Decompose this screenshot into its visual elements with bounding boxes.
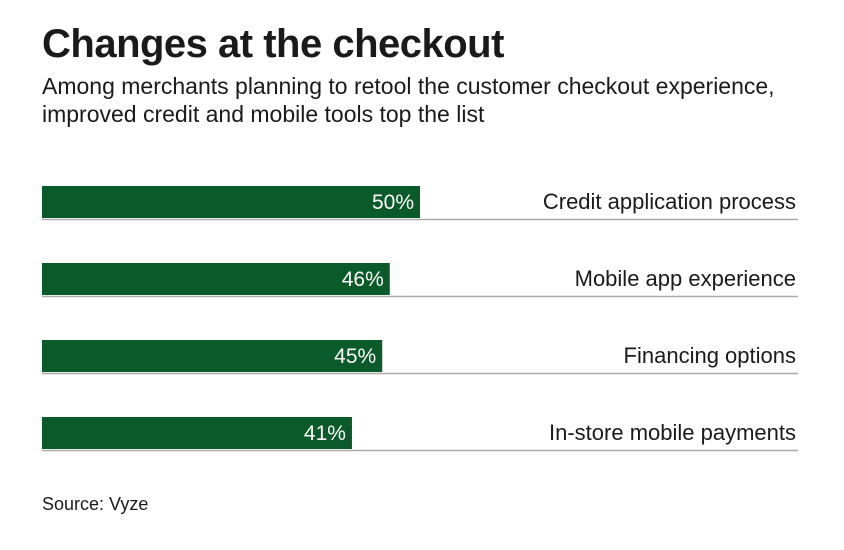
bar-row: 45% Financing options (42, 340, 798, 375)
bar (42, 186, 420, 218)
bar-value-label: 46% (342, 268, 384, 291)
bar-row: 50% Credit application process (42, 186, 798, 221)
bar-row: 41% In-store mobile payments (42, 417, 798, 452)
bar (42, 263, 390, 295)
category-label: Credit application process (543, 189, 796, 214)
bar-chart: 50% Credit application process 46% Mobile a… (42, 186, 798, 452)
chart-subtitle: Among merchants planning to retool the c… (42, 73, 775, 127)
category-label: In-store mobile payments (549, 420, 796, 445)
source-note: Source: Vyze (42, 494, 149, 514)
bar-value-label: 45% (334, 345, 376, 368)
bar-value-label: 41% (304, 422, 346, 445)
category-label: Financing options (624, 343, 796, 368)
bar-row: 46% Mobile app experience (42, 263, 798, 298)
chart-title: Changes at the checkout (42, 22, 504, 66)
bar (42, 340, 383, 372)
bar (42, 417, 352, 449)
category-label: Mobile app experience (575, 266, 796, 291)
bar-value-label: 50% (372, 191, 414, 214)
